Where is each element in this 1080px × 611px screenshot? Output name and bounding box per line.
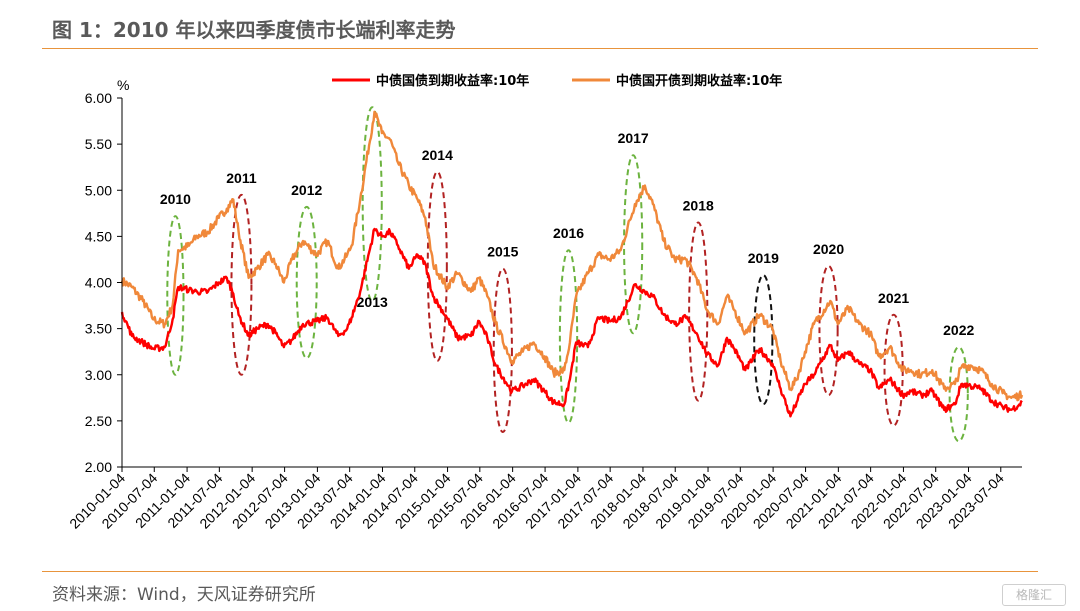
footer-divider xyxy=(42,571,1038,572)
series-line-cdb xyxy=(120,110,1024,402)
y-tick-label: 2.00 xyxy=(85,459,112,475)
annotation-ellipse-2011 xyxy=(230,193,253,376)
annotation-label-2019: 2019 xyxy=(748,250,779,266)
y-tick-label: 4.50 xyxy=(85,228,112,244)
annotation-label-2020: 2020 xyxy=(813,241,844,257)
annotation-layer: 2010 2011 2012 2013 2014 2015 2016 2017 2018 2019… xyxy=(160,106,974,443)
annotation-label-2017: 2017 xyxy=(618,130,649,146)
series-layer xyxy=(120,110,1024,418)
annotation-ellipse-2014 xyxy=(426,170,448,362)
y-tick-label: 4.00 xyxy=(85,275,112,291)
annotation-ellipse-2018 xyxy=(688,221,709,402)
y-tick-label: 5.00 xyxy=(85,182,112,198)
annotation-label-2015: 2015 xyxy=(487,244,518,260)
annotation-ellipse-2015 xyxy=(492,267,513,433)
source-note: 资料来源：Wind，天风证券研究所 xyxy=(52,585,316,605)
annotation-label-2022: 2022 xyxy=(943,322,974,338)
annotation-label-2021: 2021 xyxy=(878,290,909,306)
annotation-label-2013: 2013 xyxy=(357,294,388,310)
axis-layer: 2.00 2.50 3.00 3.50 4.00 4.50 5.00 5.50 6.00 2010… xyxy=(66,90,1022,532)
annotation-ellipse-2016 xyxy=(558,249,579,424)
page-title: 图 1：2010 年以来四季度债市长端利率走势 xyxy=(52,18,456,42)
annotation-label-2011: 2011 xyxy=(226,170,257,186)
legend-label-cdb: 中债国开债到期收益率:10年 xyxy=(616,73,782,89)
annotation-label-2018: 2018 xyxy=(683,198,714,214)
annotation-ellipse-2019 xyxy=(753,274,774,406)
annotation-ellipse-2020 xyxy=(818,264,839,397)
series-line-cgb xyxy=(120,227,1023,418)
y-tick-label: 6.00 xyxy=(85,90,112,106)
annotation-ellipse-2010 xyxy=(166,215,185,376)
annotation-ellipse-2021 xyxy=(883,313,904,427)
legend: 中债国债到期收益率:10年 中债国开债到期收益率:10年 xyxy=(332,73,782,89)
y-tick-label: 5.50 xyxy=(85,136,112,152)
title-divider xyxy=(42,48,1038,49)
annotation-ellipse-2022 xyxy=(948,346,969,443)
y-tick-label: 3.50 xyxy=(85,321,112,337)
legend-label-cgb: 中债国债到期收益率:10年 xyxy=(376,73,529,89)
annotation-label-2016: 2016 xyxy=(553,225,584,241)
y-tick-label: 2.50 xyxy=(85,413,112,429)
watermark-logo: 格隆汇 xyxy=(1002,584,1066,606)
y-tick-label: 3.00 xyxy=(85,367,112,383)
annotation-label-2010: 2010 xyxy=(160,191,191,207)
y-unit-label: % xyxy=(117,77,129,93)
annotation-ellipse-2017 xyxy=(623,154,644,335)
annotation-ellipse-2013 xyxy=(361,106,383,302)
annotation-ellipse-2012 xyxy=(295,205,318,360)
annotation-label-2012: 2012 xyxy=(291,182,322,198)
annotation-label-2014: 2014 xyxy=(422,147,453,163)
